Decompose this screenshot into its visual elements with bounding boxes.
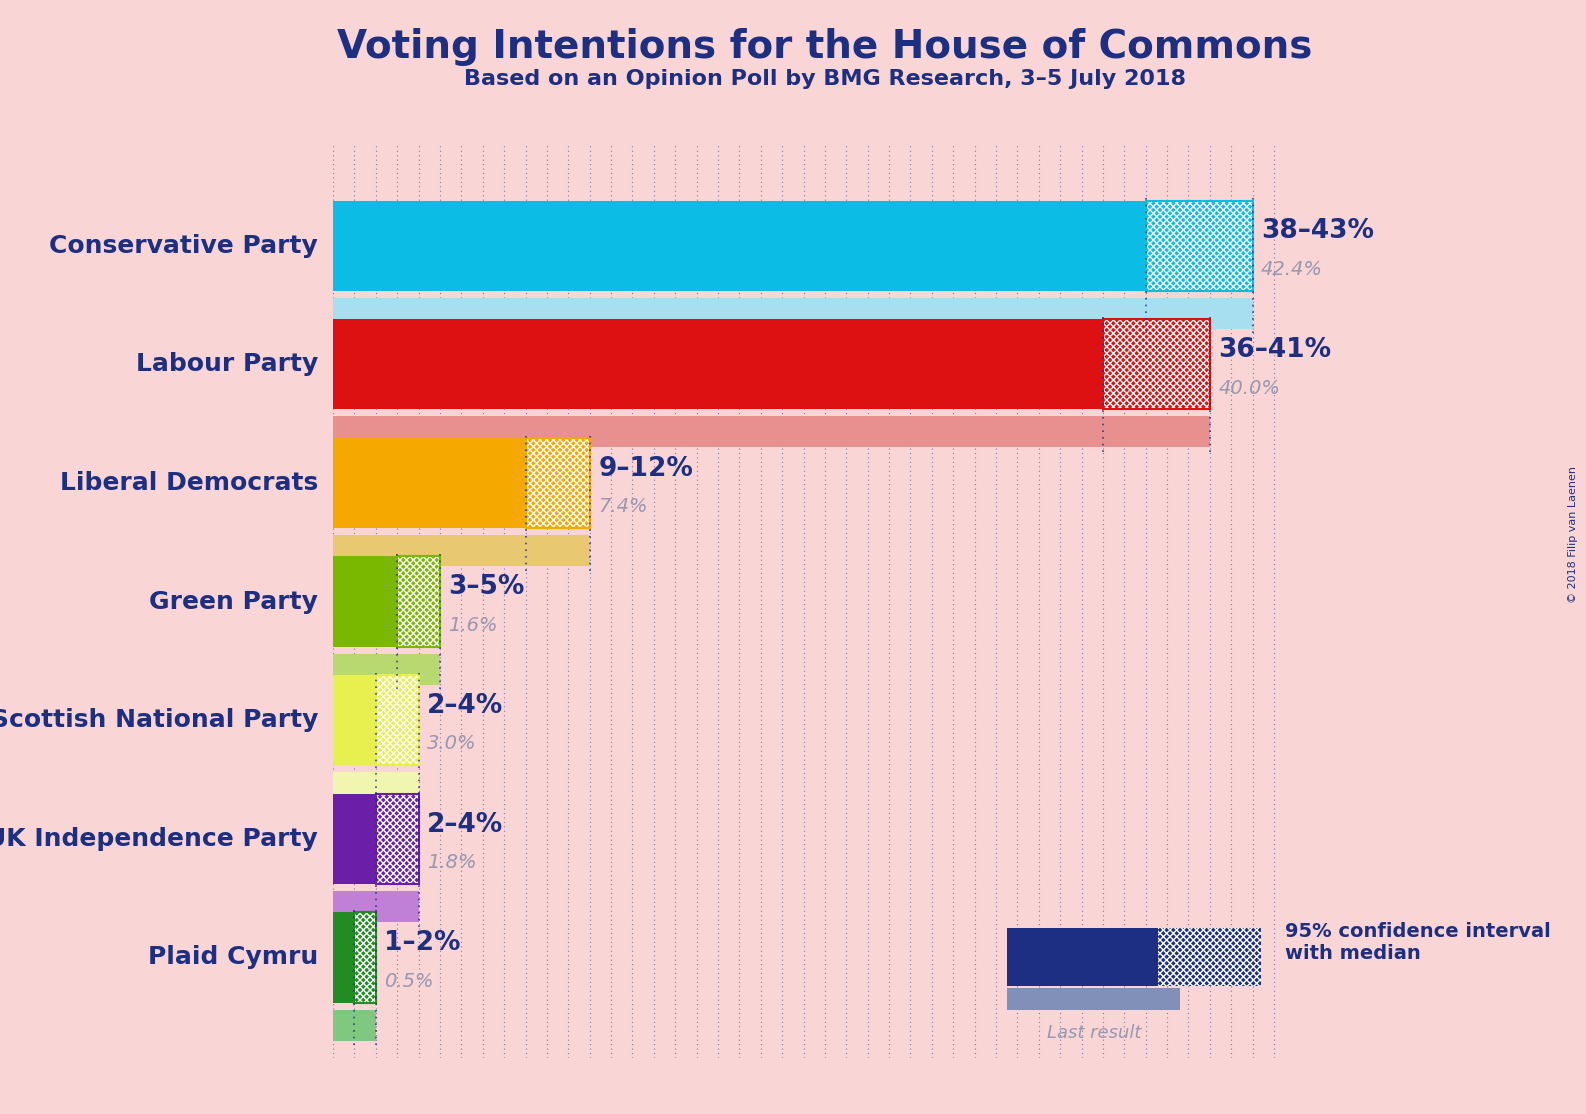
Text: © 2018 Filip van Laenen: © 2018 Filip van Laenen — [1569, 467, 1578, 603]
Bar — [333, 201, 1145, 291]
Bar — [333, 675, 376, 765]
Bar — [333, 794, 376, 883]
Bar — [333, 438, 525, 528]
Bar — [333, 891, 419, 922]
Text: 95% confidence interval
with median: 95% confidence interval with median — [1285, 922, 1551, 964]
Text: 38–43%: 38–43% — [1261, 218, 1373, 244]
Bar — [1102, 320, 1210, 409]
Text: 1.8%: 1.8% — [427, 853, 477, 872]
Text: Green Party: Green Party — [149, 589, 319, 614]
Bar — [333, 417, 1210, 448]
Bar — [376, 675, 419, 765]
Bar — [376, 794, 419, 883]
Bar — [333, 320, 1102, 409]
Text: 2–4%: 2–4% — [427, 693, 503, 719]
Text: 1.6%: 1.6% — [449, 616, 498, 635]
Bar — [1102, 320, 1210, 409]
Bar — [525, 438, 590, 528]
Bar — [333, 535, 590, 566]
Text: 7.4%: 7.4% — [598, 497, 647, 516]
Text: Based on an Opinion Poll by BMG Research, 3–5 July 2018: Based on an Opinion Poll by BMG Research… — [463, 69, 1186, 89]
Text: Conservative Party: Conservative Party — [49, 234, 319, 257]
Text: Liberal Democrats: Liberal Democrats — [60, 471, 319, 495]
Text: Labour Party: Labour Party — [136, 352, 319, 377]
Text: Scottish National Party: Scottish National Party — [0, 709, 319, 732]
Text: 40.0%: 40.0% — [1218, 379, 1280, 398]
Bar — [354, 912, 376, 1003]
Bar — [396, 557, 439, 646]
Text: 1–2%: 1–2% — [384, 930, 462, 956]
Text: 36–41%: 36–41% — [1218, 338, 1332, 363]
Text: 42.4%: 42.4% — [1261, 260, 1323, 278]
Bar — [354, 912, 376, 1003]
Bar — [333, 1009, 376, 1040]
Text: 3–5%: 3–5% — [449, 575, 525, 600]
Text: 3.0%: 3.0% — [427, 734, 477, 753]
Bar — [376, 794, 419, 883]
Bar — [333, 297, 1253, 329]
Bar — [333, 772, 419, 803]
Text: UK Independence Party: UK Independence Party — [0, 827, 319, 851]
Bar — [333, 912, 354, 1003]
Text: Voting Intentions for the House of Commons: Voting Intentions for the House of Commo… — [338, 28, 1312, 66]
Text: 9–12%: 9–12% — [598, 456, 693, 481]
Text: Plaid Cymru: Plaid Cymru — [147, 946, 319, 969]
Bar — [333, 654, 439, 685]
Bar — [1145, 201, 1253, 291]
Bar — [396, 557, 439, 646]
Bar — [1145, 201, 1253, 291]
Bar — [376, 675, 419, 765]
Bar — [525, 438, 590, 528]
Text: Last result: Last result — [1047, 1024, 1140, 1042]
Bar — [333, 557, 396, 646]
Text: 2–4%: 2–4% — [427, 812, 503, 838]
Text: 0.5%: 0.5% — [384, 971, 435, 990]
